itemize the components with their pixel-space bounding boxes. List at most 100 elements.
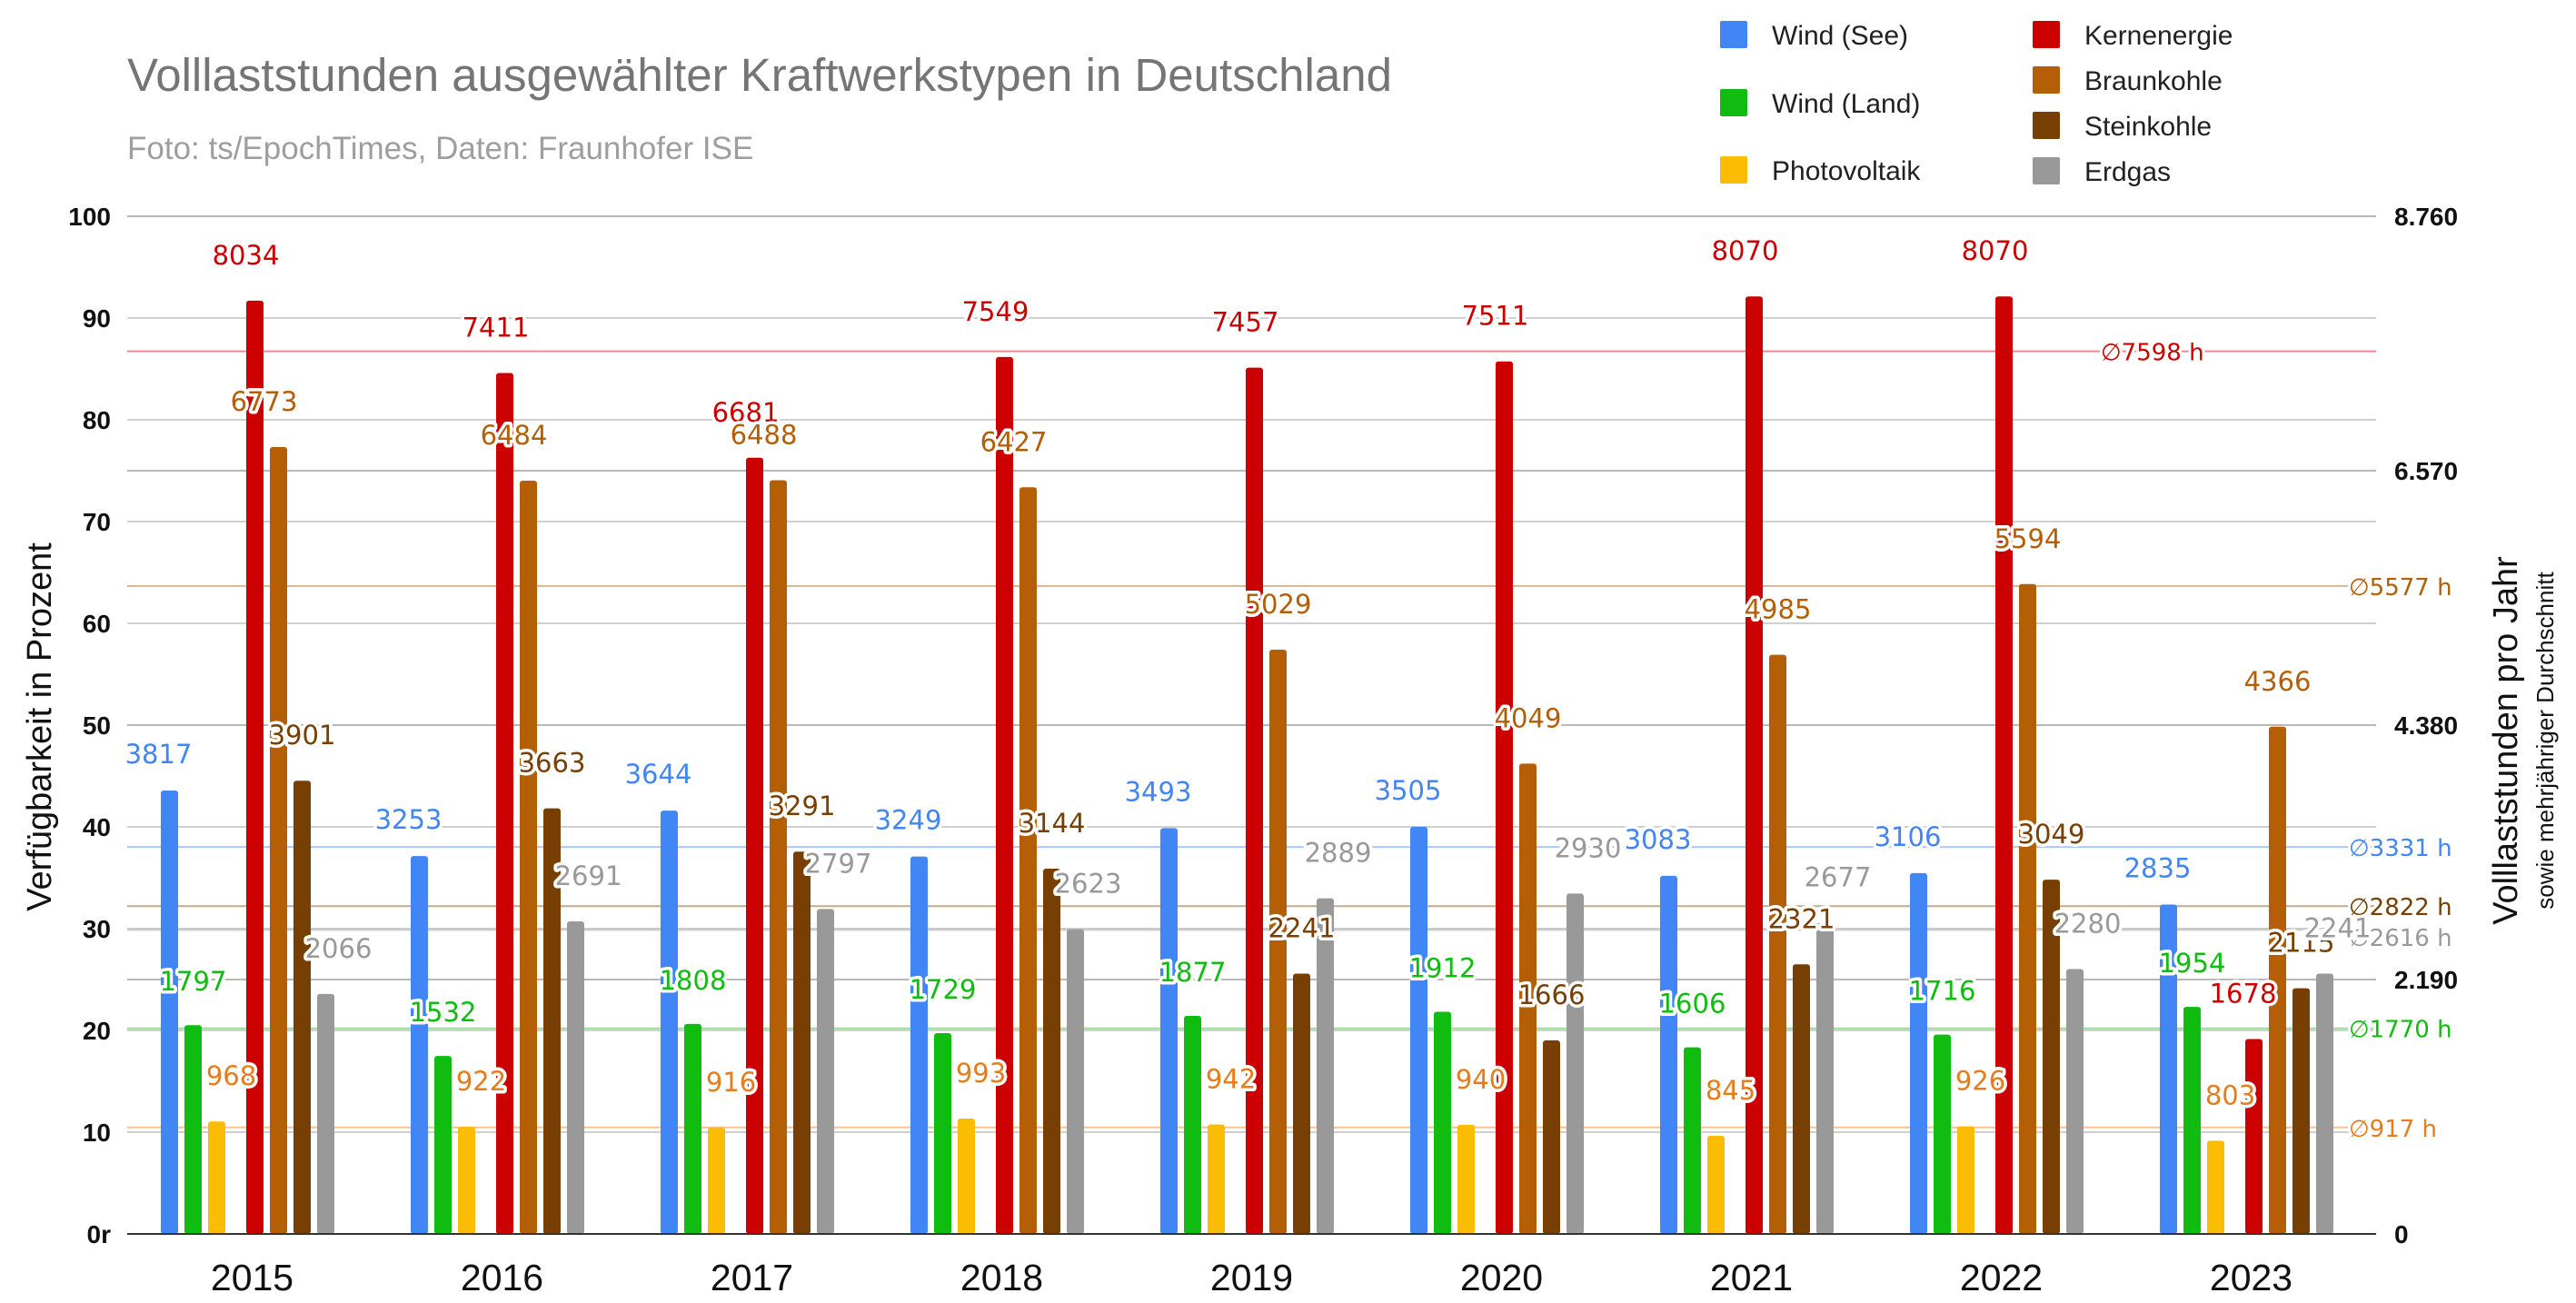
data-label: 2241 bbox=[1268, 912, 1336, 943]
bar-steinkohle bbox=[1793, 964, 1810, 1234]
bar-braunkohle bbox=[520, 480, 537, 1234]
y2-tick-label: 8.760 bbox=[2394, 203, 2458, 231]
y-tick-label: 80 bbox=[83, 406, 111, 434]
y-tick-label: 10 bbox=[83, 1119, 111, 1147]
legend-label: Kernenergie bbox=[2084, 21, 2233, 51]
y-tick-label: 70 bbox=[83, 508, 111, 536]
data-label: 2321 bbox=[1768, 903, 1835, 934]
y2-tick-label: 4.380 bbox=[2394, 711, 2458, 740]
average-label: ∅917 h bbox=[2349, 1116, 2437, 1143]
bar-wind-land bbox=[184, 1025, 202, 1234]
y-tick-label: 30 bbox=[83, 915, 111, 943]
data-label: 942 bbox=[1206, 1064, 1256, 1095]
data-label: 2677 bbox=[1805, 862, 1872, 893]
bar-photovoltaik bbox=[1957, 1126, 1974, 1234]
bar-wind-see bbox=[161, 790, 178, 1234]
data-label: 6773 bbox=[231, 386, 298, 417]
average-label: ∅3331 h bbox=[2349, 835, 2452, 862]
data-label: 845 bbox=[1706, 1075, 1755, 1106]
data-label: 2115 bbox=[2268, 928, 2335, 959]
average-label: ∅1770 h bbox=[2349, 1017, 2452, 1044]
chart-title: Volllaststunden ausgewählter Kraftwerkst… bbox=[127, 49, 1392, 101]
data-label: 1808 bbox=[660, 965, 727, 996]
bar-wind-see bbox=[2160, 904, 2177, 1234]
data-label: 3144 bbox=[1019, 808, 1086, 839]
bar-braunkohle bbox=[2269, 726, 2286, 1234]
y-tick-label: 0r bbox=[87, 1220, 112, 1248]
data-label: 6484 bbox=[481, 420, 548, 451]
bar-steinkohle bbox=[543, 808, 561, 1234]
data-label: 6427 bbox=[980, 426, 1048, 457]
bar-wind-see bbox=[1160, 828, 1178, 1234]
bar-braunkohle bbox=[1269, 650, 1287, 1234]
data-label: 2691 bbox=[555, 860, 622, 891]
y2-tick-label: 2.190 bbox=[2394, 966, 2458, 994]
y-tick-label: 40 bbox=[83, 813, 111, 841]
bar-wind-land bbox=[2183, 1007, 2201, 1234]
data-label: 2066 bbox=[305, 933, 373, 964]
data-label: 3901 bbox=[269, 720, 336, 751]
legend-label: Wind (Land) bbox=[1772, 89, 1920, 119]
bar-braunkohle bbox=[1769, 654, 1786, 1234]
data-label: 3049 bbox=[2018, 819, 2085, 850]
bar-wind-land bbox=[1434, 1011, 1451, 1234]
average-label: ∅5577 h bbox=[2349, 574, 2452, 602]
average-label: ∅7598 h bbox=[2101, 340, 2204, 367]
bar-kernenergie bbox=[246, 300, 264, 1235]
bar-wind-see bbox=[910, 856, 928, 1234]
data-label: 6488 bbox=[731, 419, 798, 450]
data-label: 1606 bbox=[1659, 989, 1726, 1020]
data-label: 2797 bbox=[805, 848, 872, 879]
bar-photovoltaik bbox=[958, 1119, 975, 1234]
x-tick-label: 2021 bbox=[1710, 1257, 1793, 1298]
bar-kernenergie bbox=[996, 356, 1013, 1234]
data-label: 2930 bbox=[1555, 832, 1622, 863]
data-label: 3663 bbox=[519, 748, 586, 779]
bar-steinkohle bbox=[1293, 973, 1310, 1234]
bar-wind-land bbox=[934, 1032, 951, 1234]
x-tick-label: 2020 bbox=[1460, 1257, 1543, 1298]
legend-label: Wind (See) bbox=[1772, 21, 1908, 51]
bar-wind-land bbox=[1684, 1047, 1701, 1234]
data-label: 1797 bbox=[160, 966, 227, 997]
bar-groups bbox=[161, 296, 2333, 1235]
bar-photovoltaik bbox=[708, 1127, 725, 1234]
bar-kernenergie bbox=[1496, 361, 1513, 1235]
data-label: 3505 bbox=[1375, 775, 1442, 806]
data-label: 7411 bbox=[462, 312, 530, 343]
bar-photovoltaik bbox=[1208, 1124, 1225, 1234]
data-label: 7457 bbox=[1212, 307, 1279, 338]
bar-photovoltaik bbox=[458, 1127, 475, 1234]
data-label: 3249 bbox=[875, 805, 942, 836]
x-tick-label: 2016 bbox=[461, 1257, 543, 1298]
bar-erdgas bbox=[2066, 969, 2084, 1234]
y-tick-label: 90 bbox=[83, 304, 111, 333]
data-label: 8034 bbox=[213, 240, 280, 271]
bar-steinkohle bbox=[293, 781, 311, 1234]
y2-tick-label: 0 bbox=[2394, 1220, 2409, 1248]
bar-erdgas bbox=[1566, 893, 1584, 1234]
legend-swatch bbox=[1720, 89, 1747, 116]
data-label: 2280 bbox=[2054, 908, 2122, 939]
data-label: 1678 bbox=[2210, 978, 2277, 1009]
bar-steinkohle bbox=[2293, 988, 2310, 1234]
data-label: 7511 bbox=[1462, 301, 1529, 332]
bar-wind-see bbox=[661, 811, 678, 1234]
bar-steinkohle bbox=[1043, 869, 1060, 1234]
data-label: 940 bbox=[1456, 1064, 1506, 1095]
y-axis-title: Verfügbarkeit in Prozent bbox=[21, 542, 59, 911]
bar-kernenergie bbox=[1995, 296, 2013, 1234]
y2-axis-subtitle: sowie mehrjähriger Durchschnitt bbox=[2531, 572, 2559, 910]
data-label: 2241 bbox=[2304, 912, 2372, 943]
data-label: 3106 bbox=[1875, 821, 1942, 852]
legend-swatch bbox=[1720, 156, 1747, 184]
bar-steinkohle bbox=[1543, 1039, 1560, 1234]
bar-wind-see bbox=[411, 856, 428, 1234]
y2-axis-title: Volllaststunden pro Jahr bbox=[2487, 556, 2525, 925]
x-tick-label: 2018 bbox=[960, 1257, 1043, 1298]
bar-steinkohle bbox=[2043, 880, 2060, 1234]
data-label: 968 bbox=[206, 1060, 256, 1091]
data-label: 4049 bbox=[1495, 702, 1562, 733]
bar-kernenergie bbox=[1246, 367, 1263, 1234]
legend-label: Braunkohle bbox=[2084, 66, 2223, 96]
